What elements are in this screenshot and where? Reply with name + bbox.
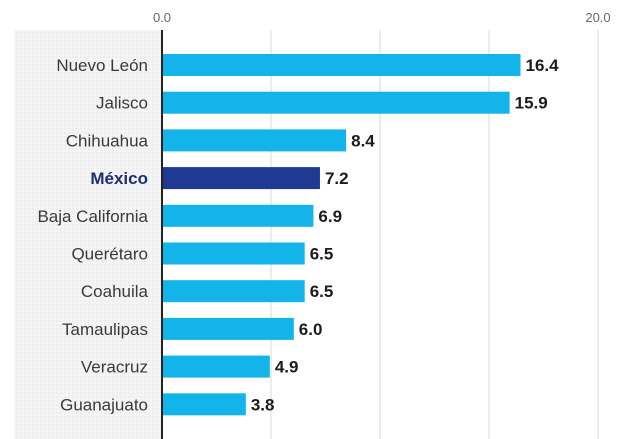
bar — [163, 355, 270, 378]
value-label: 6.0 — [299, 320, 323, 339]
gridlines — [270, 30, 599, 439]
bars — [163, 54, 521, 416]
x-axis-ticks: 0.0 20.0 — [153, 10, 611, 25]
bar — [163, 91, 510, 114]
value-label: 8.4 — [351, 131, 375, 150]
label-panel-background — [14, 30, 162, 439]
category-label: Nuevo León — [56, 56, 148, 75]
bar — [163, 129, 347, 152]
bar — [163, 280, 305, 303]
category-label: Coahuila — [81, 282, 149, 301]
value-label: 6.5 — [310, 282, 334, 301]
bar — [163, 204, 314, 227]
bar — [163, 317, 294, 340]
value-label: 4.9 — [275, 358, 299, 377]
value-label: 6.5 — [310, 245, 334, 264]
bar — [163, 242, 305, 265]
value-label: 6.9 — [318, 207, 342, 226]
category-label: Guanajuato — [60, 395, 148, 414]
category-label: Tamaulipas — [62, 320, 148, 339]
category-label: Baja California — [37, 207, 148, 226]
bar — [163, 393, 246, 416]
bar — [163, 54, 521, 76]
x-tick-label: 20.0 — [585, 10, 610, 25]
x-tick-label: 0.0 — [153, 10, 171, 25]
value-label: 16.4 — [526, 56, 560, 75]
category-label: Chihuahua — [66, 131, 149, 150]
value-labels: 16.4 15.9 8.47.2 6.9 6.5 6.5 6.04.93.8 — [251, 56, 559, 414]
value-label: 7.2 — [325, 169, 349, 188]
category-label: Querétaro — [71, 245, 148, 264]
category-labels: Nuevo León Jalisco Chihuahua México Baja Cal… — [37, 56, 148, 414]
category-label: Jalisco — [96, 94, 148, 113]
bar — [163, 167, 320, 190]
category-label: México — [90, 169, 148, 188]
category-label: Veracruz — [81, 358, 148, 377]
value-label: 15.9 — [515, 94, 548, 113]
value-label: 3.8 — [251, 395, 275, 414]
